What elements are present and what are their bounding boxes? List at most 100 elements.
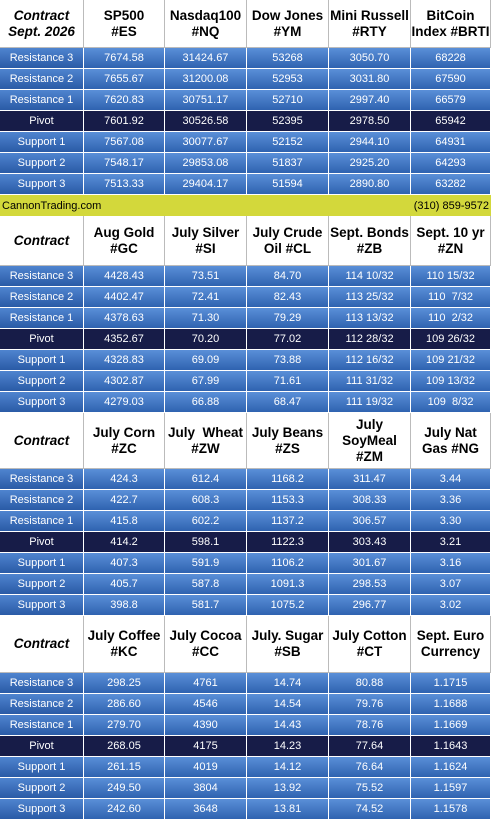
header-text: July Corn xyxy=(92,424,156,440)
value-cell: 298.53 xyxy=(329,574,411,595)
table-row: Support 3 242.60 3648 13.81 74.52 1.1578 xyxy=(0,799,491,820)
table-row: Support 2 7548.17 29853.08 51837 2925.20 6429… xyxy=(0,153,491,174)
value-cell: 3031.80 xyxy=(329,69,411,90)
value-cell: 74.52 xyxy=(329,799,411,820)
table-row: Support 3 7513.33 29404.17 51594 2890.80 6328… xyxy=(0,174,491,195)
row-label: Resistance 2 xyxy=(0,490,84,511)
header-cell: Mini Russell #RTY xyxy=(329,0,411,48)
table-row: Resistance 2 4402.47 72.41 82.43 113 25/32 11… xyxy=(0,287,491,308)
value-cell: 301.67 xyxy=(329,553,411,574)
header-text: Nasdaq100 xyxy=(169,7,242,23)
value-cell: 405.7 xyxy=(84,574,165,595)
row-label: Pivot xyxy=(0,329,84,350)
value-cell: 52953 xyxy=(247,69,329,90)
value-cell: 66.88 xyxy=(165,392,247,413)
value-cell: 4390 xyxy=(165,715,247,736)
value-cell: 591.9 xyxy=(165,553,247,574)
value-cell: 72.41 xyxy=(165,287,247,308)
table-row: Support 1 7567.08 30077.67 52152 2944.10 6493… xyxy=(0,132,491,153)
header-row: Contract Sept. 2026 SP500 #ES Nasdaq100 #NQ Do… xyxy=(0,0,491,48)
table-row: Resistance 2 286.60 4546 14.54 79.76 1.1688 xyxy=(0,694,491,715)
value-cell: 31424.67 xyxy=(165,48,247,69)
value-cell: 1075.2 xyxy=(247,595,329,616)
header-cell: Contract Sept. 2026 xyxy=(0,0,84,48)
value-cell: 76.64 xyxy=(329,757,411,778)
row-label: Resistance 1 xyxy=(0,511,84,532)
value-cell: 398.8 xyxy=(84,595,165,616)
value-cell: 296.77 xyxy=(329,595,411,616)
header-text: July Cocoa xyxy=(169,628,242,643)
value-cell: 4302.87 xyxy=(84,371,165,392)
row-label: Resistance 3 xyxy=(0,266,84,287)
value-cell: 67.99 xyxy=(165,371,247,392)
header-cell: July Corn #ZC xyxy=(84,413,165,469)
value-cell: 79.76 xyxy=(329,694,411,715)
value-cell: 1.1643 xyxy=(411,736,491,757)
value-cell: 1106.2 xyxy=(247,553,329,574)
value-cell: 311.47 xyxy=(329,469,411,490)
row-label: Support 3 xyxy=(0,595,84,616)
value-cell: 598.1 xyxy=(165,532,247,553)
header-text: Mini Russell xyxy=(330,7,409,23)
value-cell: 2944.10 xyxy=(329,132,411,153)
value-cell: 14.74 xyxy=(247,673,329,694)
header-text: SoyMeal xyxy=(342,432,397,448)
header-row: Contract Aug Gold #GC July Silver #SI July Cr… xyxy=(0,216,491,266)
row-label: Support 2 xyxy=(0,778,84,799)
row-label: Support 3 xyxy=(0,799,84,820)
value-cell: 1.1597 xyxy=(411,778,491,799)
value-cell: 109 8/32 xyxy=(411,392,491,413)
row-label: Resistance 1 xyxy=(0,90,84,111)
value-cell: 14.12 xyxy=(247,757,329,778)
value-cell: 7548.17 xyxy=(84,153,165,174)
value-cell: 14.23 xyxy=(247,736,329,757)
header-text: #SI xyxy=(195,240,216,256)
header-text: Gas #NG xyxy=(421,440,480,456)
value-cell: 7655.67 xyxy=(84,69,165,90)
row-label: Support 3 xyxy=(0,174,84,195)
header-text: July. Sugar xyxy=(251,628,324,643)
header-text: July xyxy=(355,416,383,432)
block: Contract Aug Gold #GC July Silver #SI July Cr… xyxy=(0,216,491,413)
value-cell: 3.07 xyxy=(411,574,491,595)
value-cell: 82.43 xyxy=(247,287,329,308)
value-cell: 261.15 xyxy=(84,757,165,778)
row-label: Support 2 xyxy=(0,574,84,595)
value-cell: 1122.3 xyxy=(247,532,329,553)
header-text: #CC xyxy=(191,644,219,659)
header-text: Sept. Bonds xyxy=(330,224,409,240)
value-cell: 2978.50 xyxy=(329,111,411,132)
header-text: Contract xyxy=(13,7,70,23)
header-cell: Dow Jones #YM xyxy=(247,0,329,48)
header-cell: SP500 #ES xyxy=(84,0,165,48)
value-cell: 112 16/32 xyxy=(329,350,411,371)
value-cell: 415.8 xyxy=(84,511,165,532)
table-row: Pivot 7601.92 30526.58 52395 2978.50 65942 xyxy=(0,111,491,132)
header-text: #RTY xyxy=(352,23,387,39)
row-label: Resistance 2 xyxy=(0,287,84,308)
table-row: Pivot 414.2 598.1 1122.3 303.43 3.21 xyxy=(0,532,491,553)
value-cell: 4546 xyxy=(165,694,247,715)
block: Contract July Coffee #KC July Cocoa #CC July.… xyxy=(0,616,491,820)
header-row: Contract July Coffee #KC July Cocoa #CC July.… xyxy=(0,616,491,673)
value-cell: 303.43 xyxy=(329,532,411,553)
header-text: #YM xyxy=(273,23,302,39)
value-cell: 268.05 xyxy=(84,736,165,757)
header-cell: Contract xyxy=(0,616,84,673)
value-cell: 3050.70 xyxy=(329,48,411,69)
value-cell: 3648 xyxy=(165,799,247,820)
value-cell: 29404.17 xyxy=(165,174,247,195)
header-text: SP500 xyxy=(103,7,145,23)
header-text: July Silver xyxy=(171,224,240,240)
value-cell: 31200.08 xyxy=(165,69,247,90)
banner-right: (310) 859-9572 xyxy=(413,199,489,212)
row-label: Resistance 3 xyxy=(0,469,84,490)
value-cell: 84.70 xyxy=(247,266,329,287)
header-text: #CT xyxy=(356,644,383,659)
value-cell: 70.20 xyxy=(165,329,247,350)
value-cell: 109 13/32 xyxy=(411,371,491,392)
header-cell: July SoyMeal #ZM xyxy=(329,413,411,469)
value-cell: 4352.67 xyxy=(84,329,165,350)
value-cell: 53268 xyxy=(247,48,329,69)
value-cell: 1.1578 xyxy=(411,799,491,820)
